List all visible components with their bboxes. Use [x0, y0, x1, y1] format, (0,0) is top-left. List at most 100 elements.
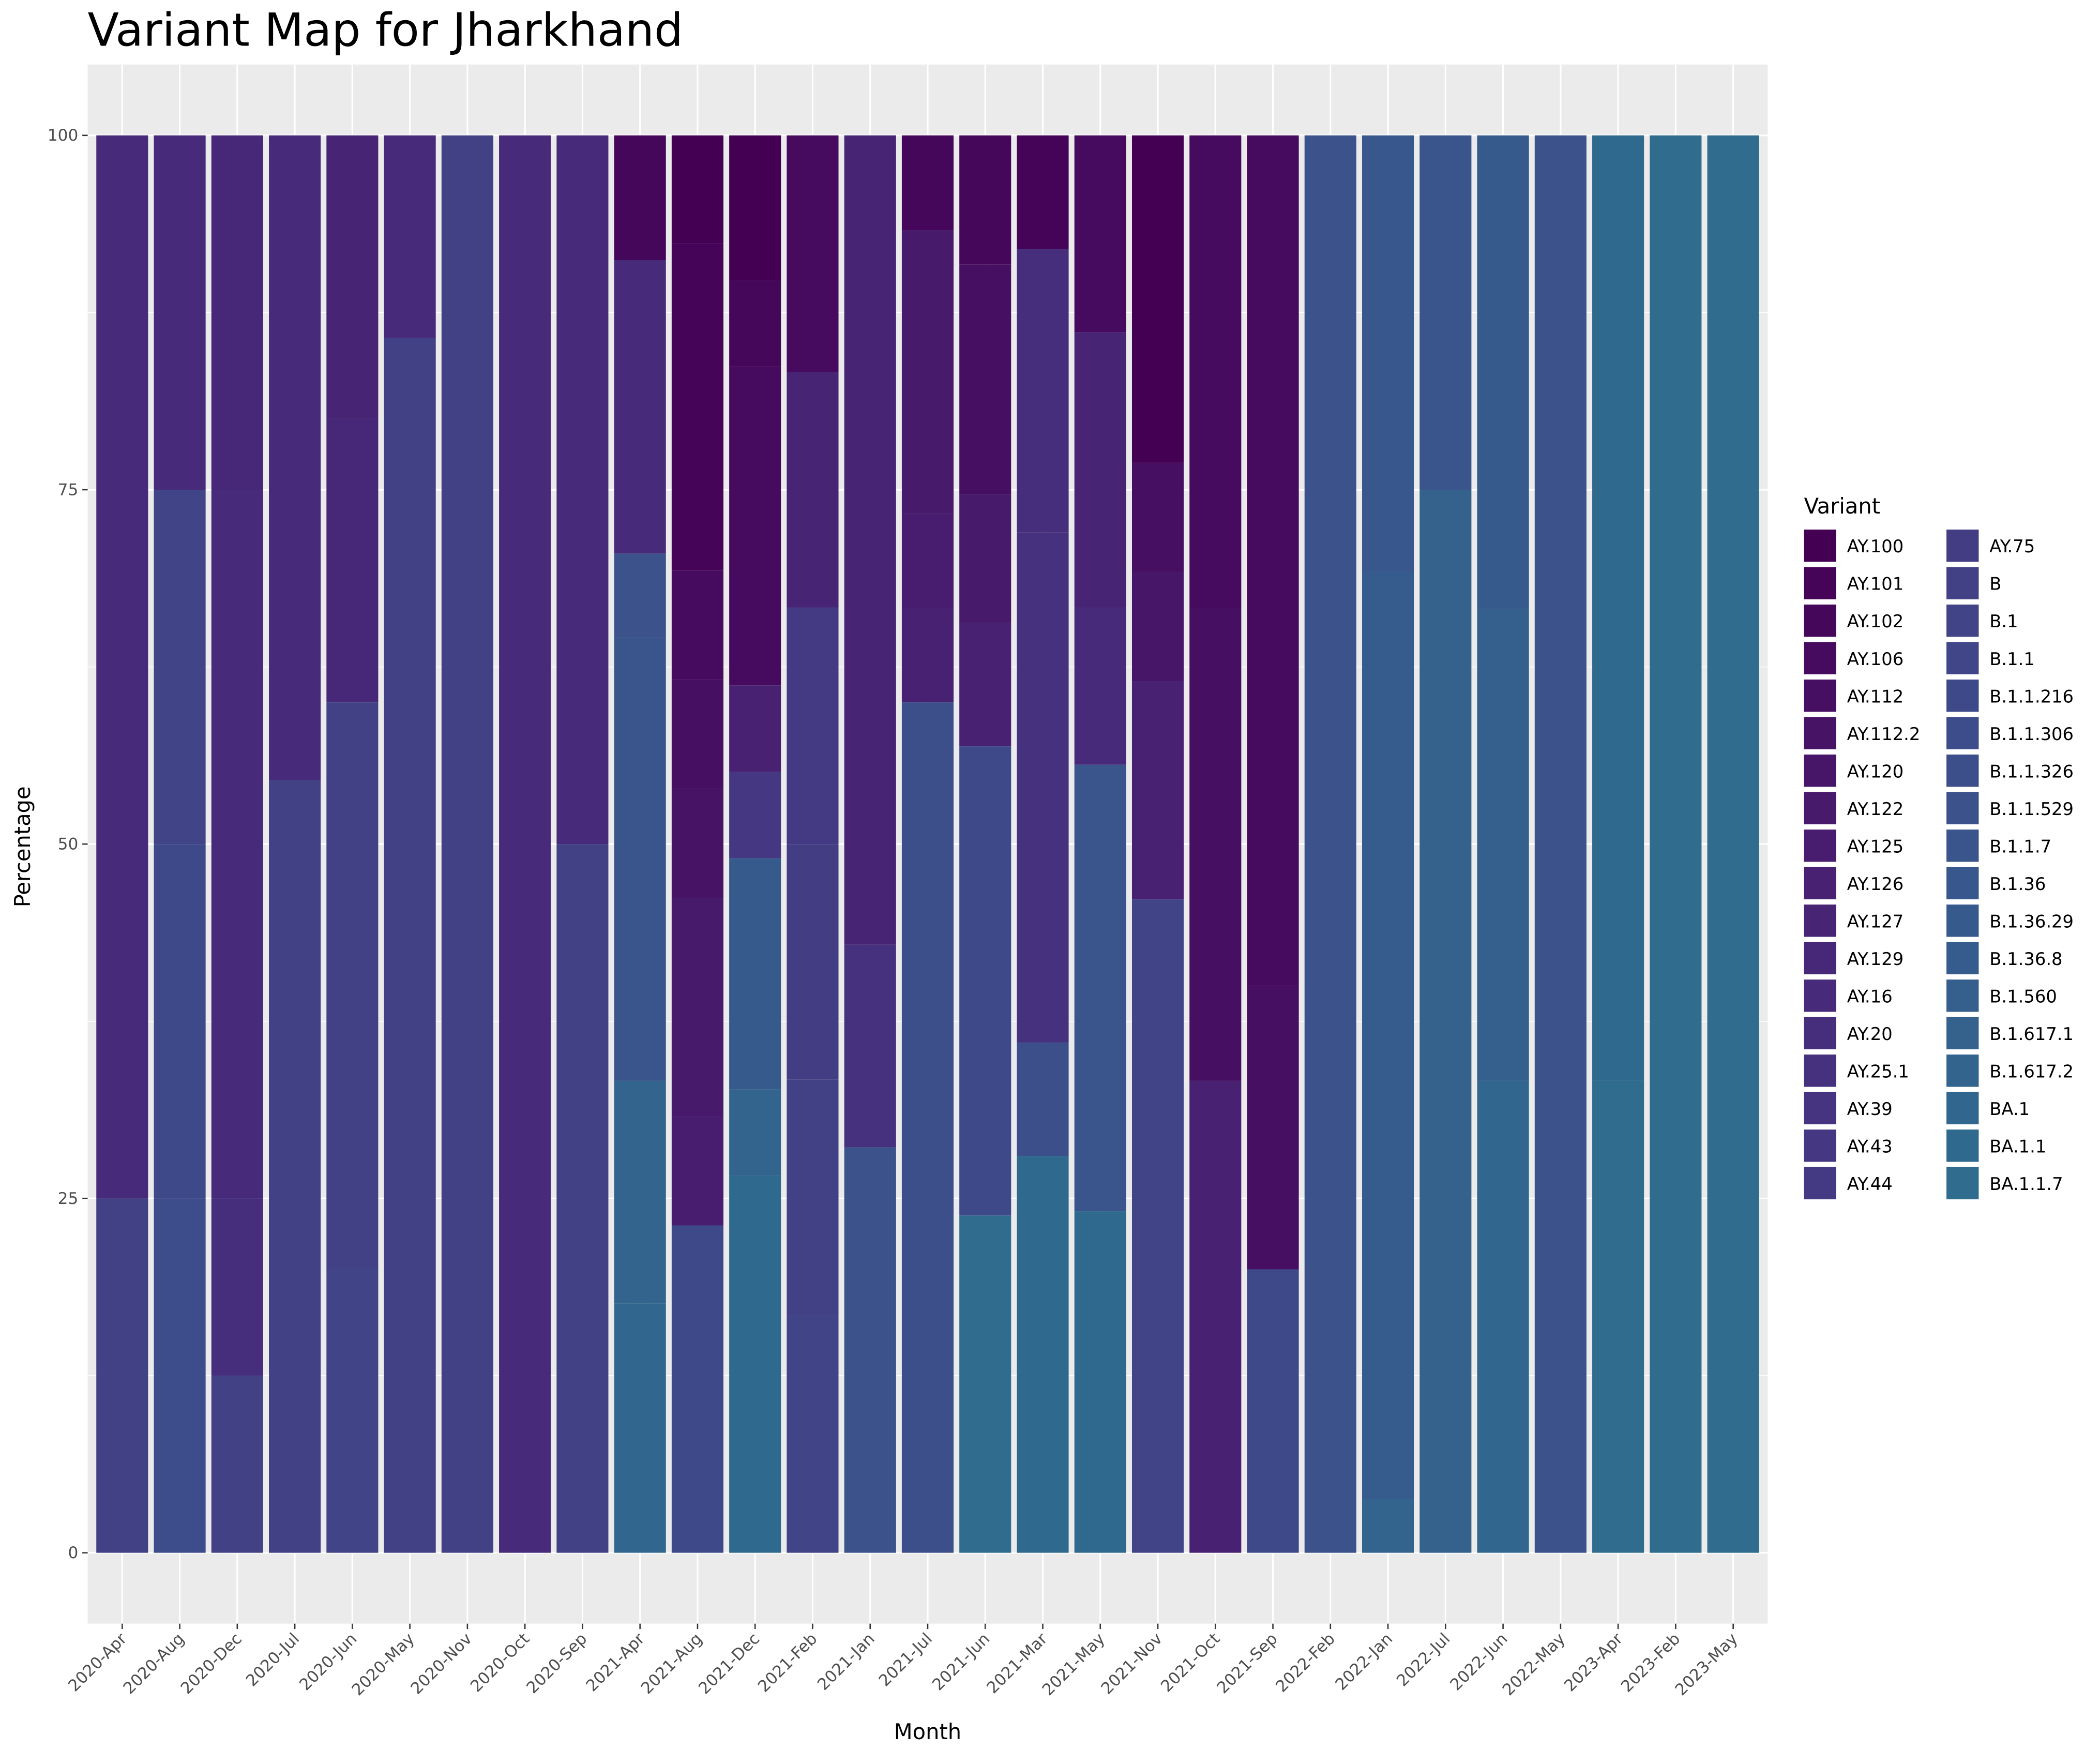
legend-label: AY.112.2	[1847, 724, 1921, 744]
bar-segment	[671, 1225, 724, 1553]
legend-label: AY.106	[1847, 649, 1903, 669]
bar-segment	[1247, 986, 1299, 1270]
legend-key	[1804, 942, 1836, 975]
bar-segment	[729, 858, 781, 1090]
legend-label: AY.75	[1989, 536, 2035, 556]
bar-segment	[269, 135, 321, 780]
bar-segment	[1247, 135, 1299, 986]
bar-segment	[787, 372, 839, 608]
bar-segment	[1477, 609, 1529, 1081]
legend-label: AY.100	[1847, 536, 1903, 556]
bar-segment	[1477, 135, 1529, 609]
bar-segment	[1419, 490, 1472, 1553]
legend-key	[1804, 530, 1836, 562]
legend-key	[1946, 605, 1979, 637]
legend-key	[1946, 680, 1979, 712]
bar-segment	[614, 1080, 666, 1304]
bar-segment	[1017, 135, 1069, 249]
legend-label: AY.126	[1847, 874, 1903, 894]
legend-label: B.1.1	[1989, 649, 2035, 669]
bar-segment	[901, 135, 954, 231]
legend-key	[1946, 904, 1979, 937]
bar-segment	[1131, 681, 1184, 900]
bar-segment	[1304, 135, 1356, 1553]
bar-segment	[671, 135, 724, 244]
chart-title: Variant Map for Jharkhand	[88, 3, 684, 56]
legend-key	[1946, 642, 1979, 674]
legend-key	[1946, 530, 1979, 562]
legend-label: B	[1989, 574, 2001, 594]
legend-key	[1946, 1129, 1979, 1162]
legend-label: B.1.617.2	[1989, 1061, 2074, 1081]
legend-label: B.1	[1989, 611, 2018, 631]
bar-segment	[211, 1198, 263, 1376]
bar-segment	[1707, 135, 1759, 1553]
bar-segment	[671, 1116, 724, 1226]
legend-label: B.1.617.1	[1989, 1024, 2074, 1044]
legend-key	[1804, 642, 1836, 674]
legend-label: B.1.36.8	[1989, 949, 2062, 969]
bar-segment	[211, 135, 263, 490]
bar-segment	[384, 135, 436, 338]
legend-key	[1946, 1092, 1979, 1125]
legend-key	[1946, 942, 1979, 975]
legend-label: B.1.36.29	[1989, 911, 2074, 931]
bar-segment	[441, 135, 493, 1553]
legend-key	[1946, 567, 1979, 599]
legend-key	[1804, 680, 1836, 712]
bar-segment	[901, 607, 954, 703]
bar-segment	[326, 418, 379, 703]
legend-label: AY.25.1	[1847, 1061, 1909, 1081]
legend-key	[1946, 792, 1979, 825]
bar-segment	[671, 243, 724, 571]
bar-segment	[787, 1079, 839, 1316]
legend-label: AY.43	[1847, 1136, 1893, 1156]
legend-key	[1804, 1092, 1836, 1125]
bar-segment	[1362, 135, 1414, 572]
bar-segment	[96, 135, 148, 1199]
bar-segment	[1592, 135, 1644, 1081]
bar-segment	[787, 844, 839, 1080]
bar-segment	[787, 607, 839, 844]
bar-segment	[154, 490, 206, 844]
bar-segment	[1074, 607, 1126, 765]
bar-segment	[96, 1198, 148, 1553]
legend-label: AY.102	[1847, 611, 1903, 631]
bar-segment	[211, 1376, 263, 1553]
bar-segment	[844, 1147, 896, 1553]
bar-segment	[1247, 1269, 1299, 1553]
bar-segment	[1017, 249, 1069, 533]
bar-segment	[729, 1089, 781, 1176]
bar-segment	[729, 135, 781, 280]
bar-segment	[499, 135, 551, 1553]
bar-segment	[269, 780, 321, 1553]
legend-label: BA.1.1.7	[1989, 1174, 2063, 1194]
bars	[96, 135, 1759, 1553]
bar-segment	[959, 135, 1011, 265]
legend-label: B.1.560	[1989, 986, 2057, 1006]
bar-segment	[614, 135, 666, 260]
bar-segment	[959, 1215, 1011, 1553]
bar-segment	[729, 1175, 781, 1553]
bar-segment	[556, 844, 609, 1553]
bar-segment	[671, 789, 724, 898]
legend-key	[1946, 755, 1979, 787]
y-tick-label: 0	[68, 1544, 79, 1562]
legend-label: BA.1	[1989, 1099, 2030, 1119]
bar-segment	[1362, 1499, 1414, 1553]
bar-segment	[326, 1269, 379, 1553]
y-tick-label: 25	[58, 1189, 79, 1208]
bar-segment	[1477, 1080, 1529, 1553]
bar-segment	[671, 680, 724, 789]
legend-key	[1804, 867, 1836, 900]
bar-segment	[326, 135, 379, 419]
legend-label: AY.16	[1847, 986, 1893, 1006]
x-axis-title: Month	[894, 1719, 961, 1744]
bar-segment	[1074, 135, 1126, 333]
legend-key	[1946, 979, 1979, 1012]
bar-segment	[1074, 332, 1126, 608]
bar-segment	[1189, 609, 1242, 1081]
bar-segment	[154, 844, 206, 1199]
legend-label: AY.122	[1847, 799, 1903, 819]
legend-key	[1946, 1167, 1979, 1200]
